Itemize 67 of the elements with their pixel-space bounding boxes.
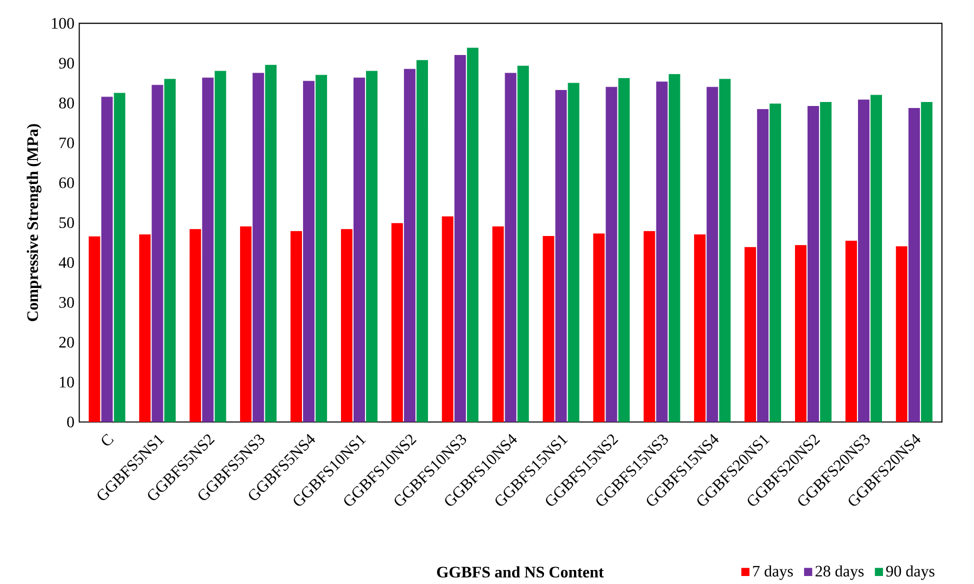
legend-label: 90 days xyxy=(886,565,934,580)
bar xyxy=(858,100,870,422)
y-tick-label: 80 xyxy=(59,98,74,108)
bar xyxy=(706,86,718,422)
bar xyxy=(101,96,113,422)
bar xyxy=(820,102,832,422)
y-tick-label: 10 xyxy=(60,376,74,388)
y-tick-label: 100 xyxy=(52,18,74,29)
y-tick-label: 50 xyxy=(59,217,74,228)
bar xyxy=(152,84,164,422)
bar xyxy=(719,78,731,422)
bar xyxy=(340,229,352,422)
bar xyxy=(757,109,769,422)
bar xyxy=(442,216,454,422)
bar xyxy=(404,68,416,422)
bar xyxy=(808,106,820,422)
bar xyxy=(303,80,315,422)
bar xyxy=(504,72,516,422)
x-axis-title: GGBFS and NS Content xyxy=(437,566,604,578)
bar xyxy=(656,82,668,422)
bar xyxy=(240,226,252,422)
y-tick-label: 70 xyxy=(60,138,74,148)
bar xyxy=(795,245,806,422)
bar xyxy=(190,229,202,422)
bar xyxy=(290,231,302,422)
bar xyxy=(114,92,126,422)
bar xyxy=(265,64,277,422)
y-tick-label: 0 xyxy=(67,416,74,428)
legend-label: 7 days xyxy=(753,565,793,580)
bar xyxy=(618,78,630,422)
bar xyxy=(517,66,529,422)
bar xyxy=(466,48,478,422)
bar xyxy=(870,94,882,422)
bar xyxy=(593,234,605,422)
bar xyxy=(920,102,932,422)
y-tick-label: 40 xyxy=(58,257,74,268)
bar xyxy=(668,74,680,422)
bar xyxy=(568,82,580,422)
bar xyxy=(644,231,656,422)
bar xyxy=(770,104,782,422)
y-tick-label: 90 xyxy=(59,58,74,69)
bar xyxy=(744,247,756,422)
bar xyxy=(542,236,554,422)
bar xyxy=(354,78,365,422)
bar xyxy=(139,234,151,422)
bar xyxy=(606,86,618,422)
y-axis-title: Compressive Strength (MPa) xyxy=(26,124,42,322)
bar xyxy=(416,60,428,422)
bar xyxy=(88,236,100,422)
bar xyxy=(845,240,857,422)
bar xyxy=(555,90,567,422)
y-tick-label: 60 xyxy=(59,177,74,188)
bar xyxy=(316,74,328,422)
bar xyxy=(214,70,226,422)
legend-label: 28 days xyxy=(816,565,864,580)
bar xyxy=(492,226,504,422)
bar xyxy=(252,72,264,422)
y-tick-label: 20 xyxy=(59,336,74,348)
bar xyxy=(454,54,466,422)
bar xyxy=(164,78,176,422)
bar xyxy=(896,246,908,422)
bar xyxy=(391,223,403,422)
y-tick-label: 30 xyxy=(59,296,74,308)
bar xyxy=(202,78,214,422)
bar xyxy=(694,234,706,422)
bar xyxy=(908,108,920,422)
bar xyxy=(366,70,378,422)
